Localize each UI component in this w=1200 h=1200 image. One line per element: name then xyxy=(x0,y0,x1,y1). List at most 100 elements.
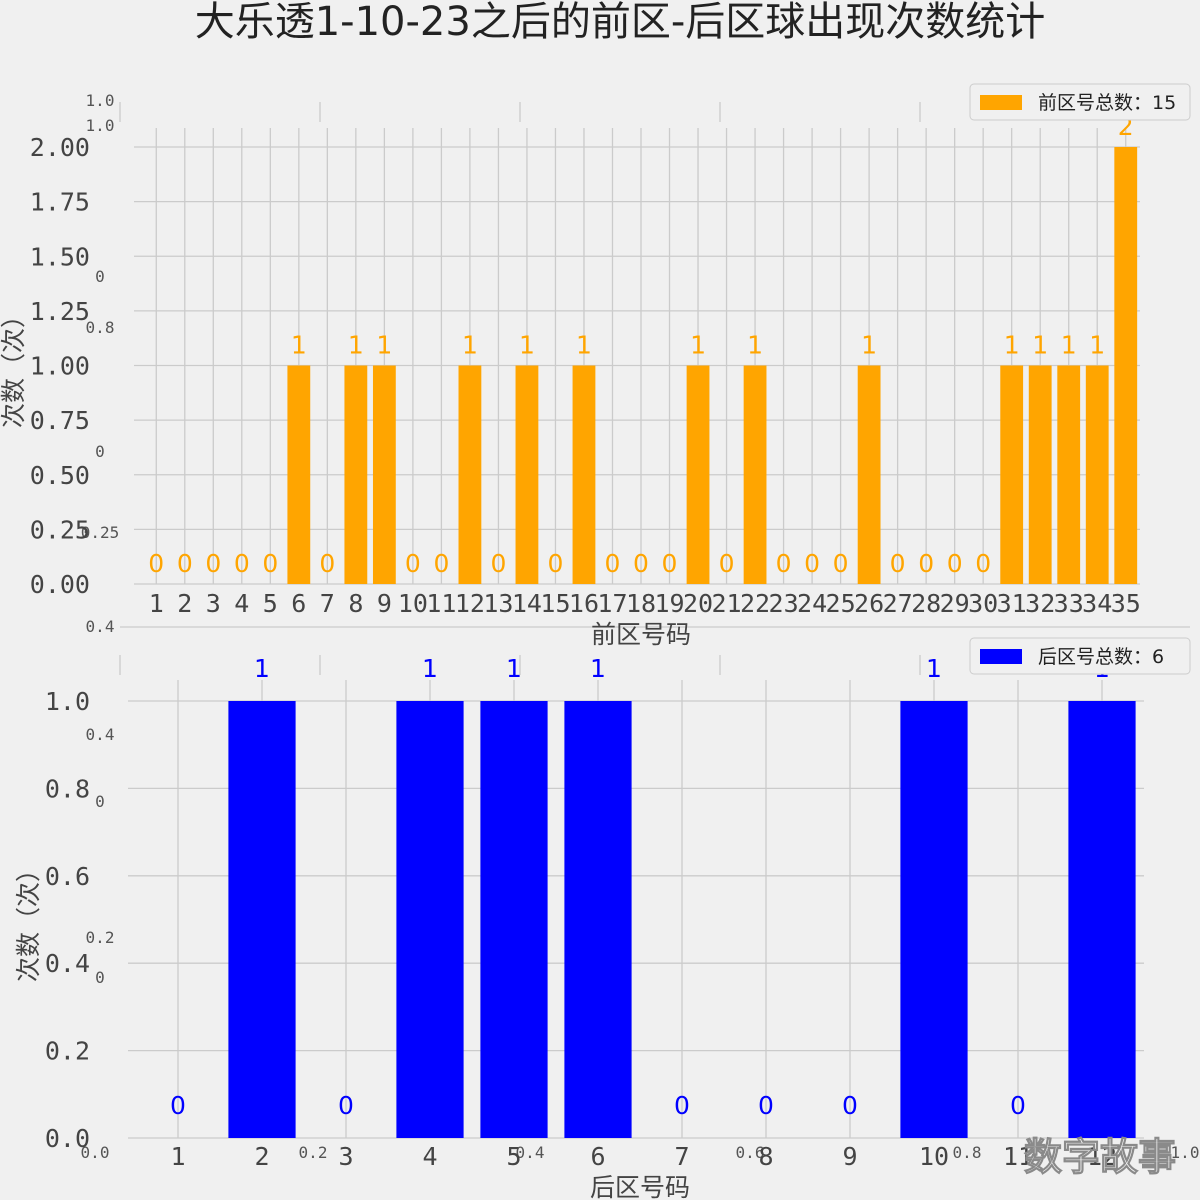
data-label: 0 xyxy=(490,549,506,578)
legend-label: 后区号总数：6 xyxy=(1038,646,1164,668)
bar-6 xyxy=(564,701,632,1138)
x-tick-label: 9 xyxy=(377,589,392,618)
ghost-y-tick: 0.8 xyxy=(86,318,115,337)
x-axis-label: 后区号码 xyxy=(590,1173,690,1200)
data-label: 0 xyxy=(758,1091,774,1120)
legend-swatch xyxy=(980,95,1022,110)
y-axis-label: 次数（次） xyxy=(0,303,28,428)
x-tick-label: 16 xyxy=(569,589,599,618)
data-label: 0 xyxy=(405,549,421,578)
x-tick-label: 31 xyxy=(997,589,1027,618)
y-tick-label: 0.4 xyxy=(45,949,90,978)
x-tick-label: 2 xyxy=(177,589,192,618)
x-tick-label: 30 xyxy=(968,589,998,618)
x-tick-label: 6 xyxy=(590,1142,605,1171)
y-tick-label: 0.50 xyxy=(30,461,90,490)
ghost-x-tick: 0.0 xyxy=(81,1143,110,1162)
x-tick-label: 29 xyxy=(940,589,970,618)
ghost-x-tick: 0.8 xyxy=(953,1143,982,1162)
ghost-x-tick: 0.4 xyxy=(516,1143,545,1162)
y-axis-label: 次数（次） xyxy=(14,857,43,982)
data-label: 1 xyxy=(1061,331,1077,360)
x-tick-label: 5 xyxy=(263,589,278,618)
bar-4 xyxy=(396,701,464,1138)
x-tick-label: 20 xyxy=(683,589,713,618)
x-tick-label: 13 xyxy=(483,589,513,618)
x-tick-label: 21 xyxy=(711,589,741,618)
x-tick-label: 19 xyxy=(654,589,684,618)
bar-12 xyxy=(1068,701,1136,1138)
data-label: 0 xyxy=(947,549,963,578)
data-label: 1 xyxy=(519,331,535,360)
data-label: 0 xyxy=(433,549,449,578)
plot-front: 0.000.250.500.751.001.251.501.752.000102… xyxy=(0,83,1191,649)
x-tick-label: 12 xyxy=(455,589,485,618)
x-tick-label: 4 xyxy=(422,1142,437,1171)
ghost-y-tick: 0 xyxy=(95,442,105,461)
x-tick-label: 26 xyxy=(854,589,884,618)
bar-5 xyxy=(480,701,548,1138)
bar-22 xyxy=(743,365,767,584)
data-label: 1 xyxy=(254,654,270,683)
data-label: 0 xyxy=(338,1091,354,1120)
plot-back: 0.00.20.40.60.81.00112031415160708091100… xyxy=(14,637,1191,1200)
x-tick-label: 25 xyxy=(826,589,856,618)
x-tick-label: 18 xyxy=(626,589,656,618)
ghost-x-tick: 0.2 xyxy=(299,1143,328,1162)
data-label: 0 xyxy=(319,549,335,578)
data-label: 1 xyxy=(747,331,763,360)
y-tick-label: 1.75 xyxy=(30,188,90,217)
chart-title: 大乐透1-10-23之后的前区-后区球出现次数统计 xyxy=(195,0,1046,45)
ghost-x-tick: 0.6 xyxy=(736,1143,765,1162)
data-label: 0 xyxy=(633,549,649,578)
ghost-y-tick: 0.4 xyxy=(86,617,115,636)
bar-12 xyxy=(458,365,482,584)
data-label: 1 xyxy=(1032,331,1048,360)
y-tick-label: 0.00 xyxy=(30,570,90,599)
data-label: 0 xyxy=(262,549,278,578)
x-tick-label: 15 xyxy=(540,589,570,618)
data-label: 0 xyxy=(842,1091,858,1120)
data-label: 1 xyxy=(1004,331,1020,360)
bar-35 xyxy=(1114,147,1138,584)
x-tick-label: 11 xyxy=(426,589,456,618)
ghost-y-tick: 1.0 xyxy=(86,91,115,110)
data-label: 0 xyxy=(148,549,164,578)
ghost-x-tick: 1.0 xyxy=(1171,1143,1200,1162)
data-label: 0 xyxy=(719,549,735,578)
data-label: 1 xyxy=(861,331,877,360)
ghost-axes: 1.0 1.0 0 0.8 0 0.25 0.4 0.4 0 0.2 0 0.0 0.2 0.4 0.6 0.… xyxy=(81,91,1200,1162)
x-tick-label: 10 xyxy=(398,589,428,618)
x-tick-label: 32 xyxy=(1025,589,1055,618)
x-tick-label: 11 xyxy=(1003,1142,1033,1171)
bar-16 xyxy=(572,365,596,584)
x-axis-label: 前区号码 xyxy=(591,620,691,649)
data-label: 1 xyxy=(590,654,606,683)
x-tick-label: 2 xyxy=(254,1142,269,1171)
data-label: 0 xyxy=(205,549,221,578)
bar-10 xyxy=(900,701,968,1138)
data-label: 1 xyxy=(291,331,307,360)
data-label: 1 xyxy=(1089,331,1105,360)
data-label: 0 xyxy=(177,549,193,578)
x-tick-label: 8 xyxy=(348,589,363,618)
x-tick-label: 1 xyxy=(149,589,164,618)
x-tick-label: 24 xyxy=(797,589,827,618)
y-tick-label: 2.00 xyxy=(30,133,90,162)
legend-label: 前区号总数：15 xyxy=(1038,92,1176,114)
data-label: 1 xyxy=(376,331,392,360)
bar-14 xyxy=(515,365,539,584)
data-label: 1 xyxy=(690,331,706,360)
x-tick-label: 22 xyxy=(740,589,770,618)
ghost-y-tick: 0 xyxy=(95,267,105,286)
ghost-y-tick: 0 xyxy=(95,968,105,987)
bar-34 xyxy=(1085,365,1109,584)
bar-8 xyxy=(344,365,368,584)
x-tick-label: 7 xyxy=(674,1142,689,1171)
data-label: 0 xyxy=(170,1091,186,1120)
y-tick-label: 1.00 xyxy=(30,352,90,381)
bar-33 xyxy=(1057,365,1081,584)
bar-9 xyxy=(372,365,396,584)
bar-20 xyxy=(686,365,710,584)
